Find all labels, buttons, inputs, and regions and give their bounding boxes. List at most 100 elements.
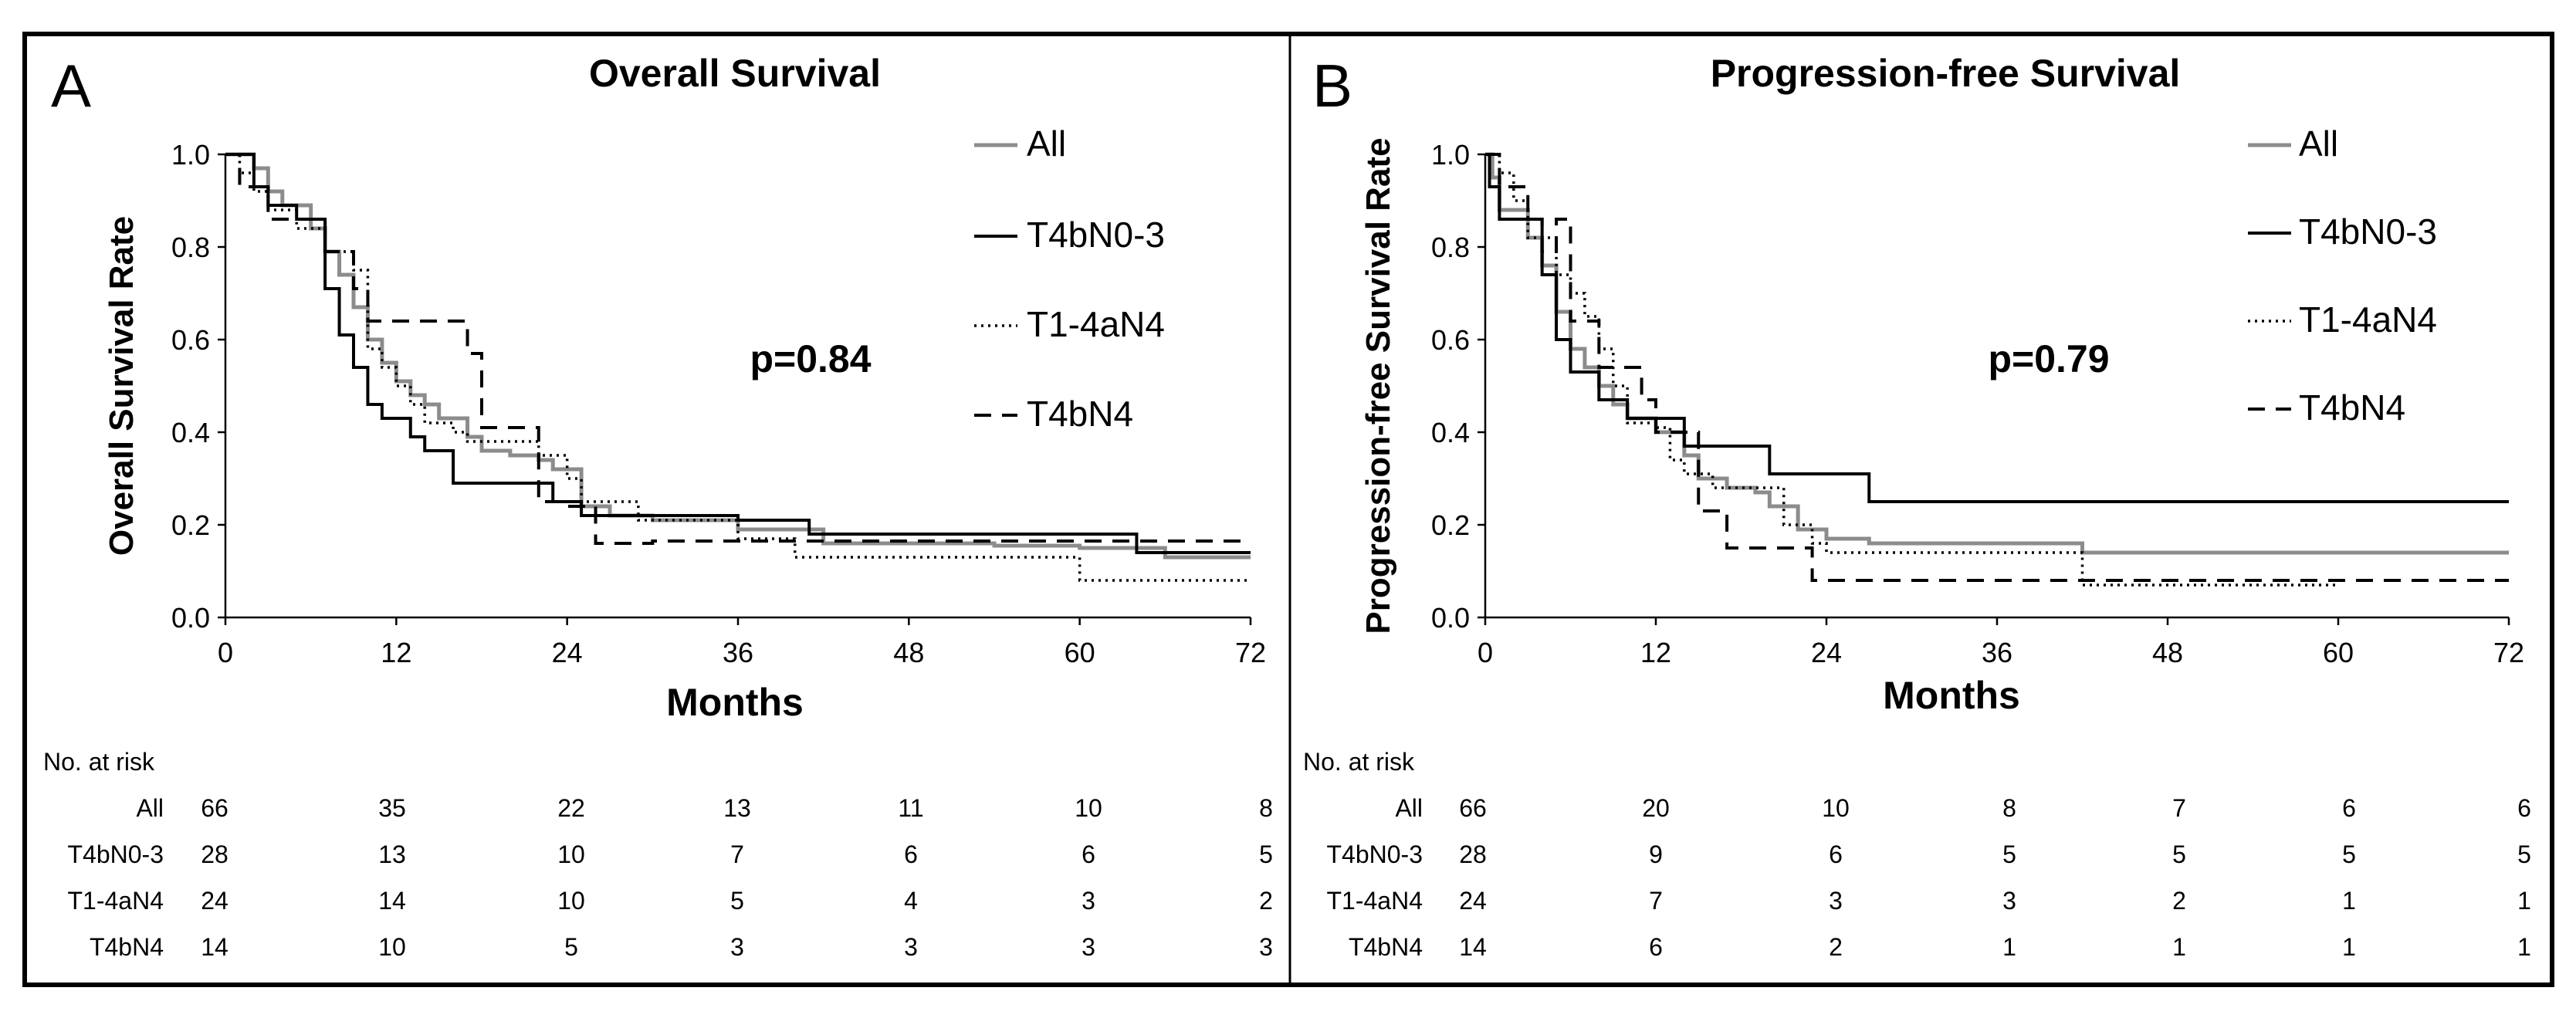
p-value: p=0.79 <box>1988 337 2109 380</box>
x-axis-title: Months <box>1883 674 2020 717</box>
risk-cell: 5 <box>2002 840 2016 868</box>
series-t1-4an4 <box>1485 153 2338 587</box>
legend-label: T4bN4 <box>2299 387 2405 428</box>
y-tick-label: 1.0 <box>1431 139 1470 171</box>
series-t1-4an4 <box>225 153 1251 582</box>
risk-cell: 3 <box>730 933 744 961</box>
risk-cell: 6 <box>2517 794 2531 822</box>
risk-row-label: T4bN4 <box>1349 933 1423 961</box>
y-tick-label: 0.4 <box>1431 417 1470 448</box>
risk-cell: 5 <box>2342 840 2356 868</box>
risk-cell: 8 <box>2002 794 2016 822</box>
risk-cell: 3 <box>904 933 918 961</box>
risk-cell: 2 <box>2172 887 2186 915</box>
legend-label: T1-4aN4 <box>1027 304 1165 344</box>
risk-cell: 3 <box>2002 887 2016 915</box>
y-tick-label: 0.2 <box>1431 509 1470 541</box>
risk-cell: 35 <box>378 794 406 822</box>
series-all <box>225 152 1251 560</box>
risk-cell: 2 <box>1259 887 1273 915</box>
x-tick-label: 24 <box>552 637 583 668</box>
risk-cell: 5 <box>1259 840 1273 868</box>
panel-label: A <box>51 52 91 120</box>
series-t4bn0-3 <box>225 153 1251 554</box>
risk-cell: 7 <box>2172 794 2186 822</box>
panel-label: B <box>1312 52 1352 120</box>
y-axis-title: Progression-free Survival Rate <box>1359 137 1397 634</box>
risk-cell: 14 <box>378 887 406 915</box>
legend-label: T4bN4 <box>1027 394 1133 434</box>
risk-row-label: T1-4aN4 <box>1327 887 1423 915</box>
risk-cell: 6 <box>1829 840 1843 868</box>
x-tick-label: 12 <box>1640 637 1671 668</box>
risk-cell: 1 <box>2172 933 2186 961</box>
x-tick-label: 36 <box>723 637 753 668</box>
risk-cell: 14 <box>201 933 228 961</box>
x-tick-label: 24 <box>1811 637 1842 668</box>
y-tick-label: 0.0 <box>171 602 210 634</box>
risk-cell: 28 <box>201 840 228 868</box>
risk-cell: 6 <box>1082 840 1095 868</box>
risk-cell: 10 <box>1075 794 1102 822</box>
p-value: p=0.84 <box>750 337 871 380</box>
y-tick-label: 0.6 <box>1431 324 1470 356</box>
x-tick-label: 36 <box>1982 637 2012 668</box>
y-tick-label: 0.0 <box>1431 602 1470 634</box>
x-tick-label: 0 <box>218 637 233 668</box>
risk-cell: 3 <box>1259 933 1273 961</box>
x-tick-label: 60 <box>2323 637 2354 668</box>
legend-label: All <box>1027 123 1066 164</box>
risk-row-label: T4bN4 <box>90 933 164 961</box>
risk-cell: 5 <box>2172 840 2186 868</box>
risk-table-header: No. at risk <box>43 748 155 776</box>
x-tick-label: 12 <box>381 637 411 668</box>
risk-cell: 10 <box>378 933 406 961</box>
chart-title: Progression-free Survival <box>1711 52 2181 95</box>
risk-cell: 6 <box>904 840 918 868</box>
y-axis-title: Overall Survival Rate <box>103 216 140 556</box>
legend-label: T4bN0-3 <box>2299 211 2437 252</box>
risk-cell: 6 <box>2342 794 2356 822</box>
risk-cell: 66 <box>1459 794 1487 822</box>
risk-cell: 7 <box>1649 887 1663 915</box>
risk-cell: 1 <box>2517 887 2531 915</box>
risk-row-label: T4bN0-3 <box>1327 840 1423 868</box>
risk-row-label: T1-4aN4 <box>68 887 164 915</box>
series-t4bn4 <box>225 153 1251 545</box>
risk-cell: 7 <box>730 840 744 868</box>
risk-cell: 1 <box>2342 933 2356 961</box>
series-t4bn4 <box>1485 153 2509 582</box>
risk-cell: 1 <box>2002 933 2016 961</box>
x-tick-label: 72 <box>1235 637 1266 668</box>
risk-row-label: All <box>136 794 164 822</box>
y-tick-label: 0.8 <box>171 232 210 263</box>
risk-cell: 10 <box>1822 794 1850 822</box>
legend-label: T1-4aN4 <box>2299 299 2437 340</box>
figure-frame <box>22 32 2554 987</box>
risk-cell: 24 <box>1459 887 1487 915</box>
risk-cell: 5 <box>2517 840 2531 868</box>
panel-b: B Progression-free Survival 0.0 0.2 0.4 0.6 0.… <box>1303 52 2531 961</box>
risk-cell: 10 <box>557 840 585 868</box>
risk-row-label: T4bN0-3 <box>68 840 164 868</box>
risk-cell: 4 <box>904 887 918 915</box>
risk-row-label: All <box>1395 794 1423 822</box>
risk-cell: 2 <box>1829 933 1843 961</box>
risk-cell: 6 <box>1649 933 1663 961</box>
y-tick-label: 0.2 <box>171 509 210 541</box>
x-tick-label: 72 <box>2493 637 2524 668</box>
x-tick-label: 48 <box>893 637 924 668</box>
risk-cell: 3 <box>1829 887 1843 915</box>
risk-cell: 11 <box>898 794 923 822</box>
y-tick-label: 0.8 <box>1431 232 1470 263</box>
risk-cell: 5 <box>730 887 744 915</box>
y-tick-label: 0.6 <box>171 324 210 356</box>
risk-cell: 66 <box>201 794 228 822</box>
risk-cell: 22 <box>557 794 585 822</box>
y-tick-label: 1.0 <box>171 139 210 171</box>
series-t4bn0-3 <box>1485 153 2509 503</box>
risk-cell: 20 <box>1642 794 1670 822</box>
x-tick-label: 48 <box>2152 637 2183 668</box>
